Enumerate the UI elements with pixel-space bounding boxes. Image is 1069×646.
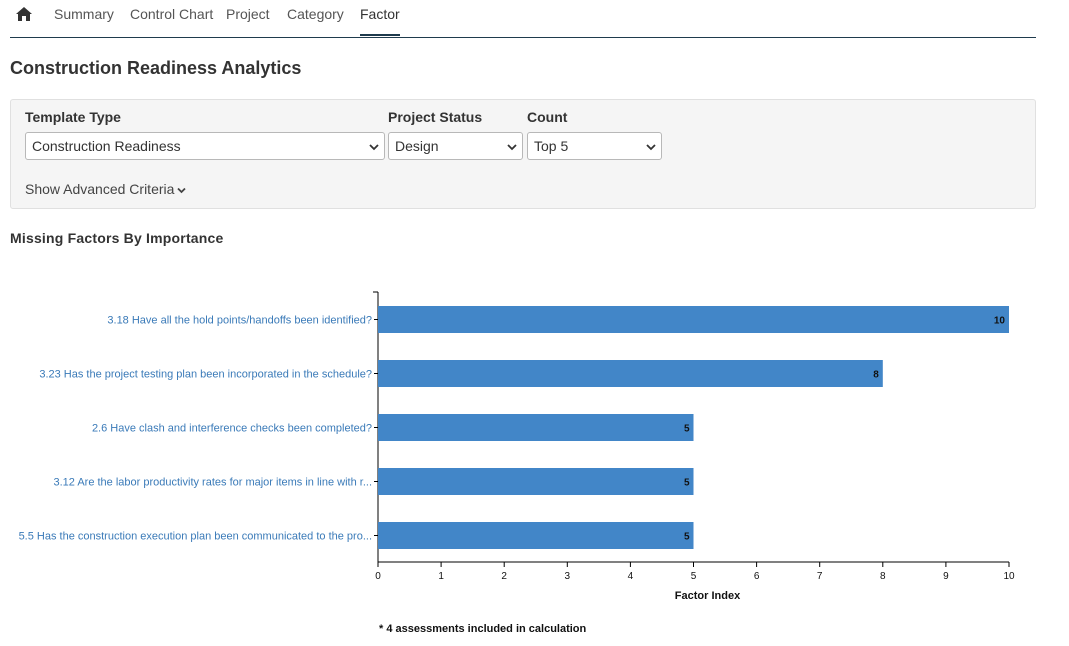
tab-summary[interactable]: Summary: [54, 6, 114, 22]
x-tick-label: 7: [817, 571, 823, 582]
x-axis-title: Factor Index: [675, 590, 741, 602]
template-type-label: Template Type: [25, 109, 121, 125]
data-label: 5: [684, 532, 690, 543]
x-tick-label: 1: [438, 571, 444, 582]
bar: [378, 360, 883, 387]
data-label: 5: [684, 424, 690, 435]
x-tick-label: 4: [628, 571, 634, 582]
show-advanced-criteria-toggle[interactable]: Show Advanced Criteria: [25, 181, 187, 197]
project-status-select[interactable]: Design: [388, 132, 523, 160]
bar: [378, 306, 1009, 333]
project-status-value: Design: [395, 138, 439, 154]
page-title: Construction Readiness Analytics: [10, 58, 302, 78]
bar: [378, 414, 694, 441]
tab-control-chart[interactable]: Control Chart: [130, 6, 214, 22]
category-label: 3.12 Are the labor productivity rates fo…: [53, 477, 372, 489]
footnote: * 4 assessments included in calculation: [379, 623, 587, 635]
home-icon[interactable]: [15, 6, 33, 22]
tab-category[interactable]: Category: [287, 6, 344, 22]
chevron-down-icon: [177, 187, 187, 194]
chevron-down-icon: [507, 144, 517, 151]
x-tick-label: 5: [691, 571, 697, 582]
tab-project[interactable]: Project: [226, 6, 270, 22]
template-type-value: Construction Readiness: [32, 138, 181, 154]
data-label: 8: [873, 370, 879, 381]
template-type-select[interactable]: Construction Readiness: [25, 132, 385, 160]
data-label: 10: [994, 316, 1006, 327]
category-label: 3.18 Have all the hold points/handoffs b…: [107, 315, 372, 327]
chevron-down-icon: [369, 144, 379, 151]
bar: [378, 468, 694, 495]
category-label: 2.6 Have clash and interference checks b…: [92, 423, 372, 435]
x-tick-label: 6: [754, 571, 760, 582]
count-label: Count: [527, 109, 568, 125]
project-status-label: Project Status: [388, 109, 483, 125]
x-tick-label: 8: [880, 571, 886, 582]
count-value: Top 5: [534, 138, 569, 154]
x-tick-label: 9: [943, 571, 949, 582]
chart-section-title: Missing Factors By Importance: [10, 230, 224, 246]
show-advanced-criteria-label: Show Advanced Criteria: [25, 181, 175, 197]
tab-factor[interactable]: Factor: [360, 6, 400, 36]
bar: [378, 522, 694, 549]
x-tick-label: 0: [375, 571, 381, 582]
category-label: 3.23 Has the project testing plan been i…: [39, 369, 372, 381]
chevron-down-icon: [646, 144, 656, 151]
count-select[interactable]: Top 5: [527, 132, 662, 160]
x-tick-label: 2: [501, 571, 507, 582]
category-label: 5.5 Has the construction execution plan …: [19, 531, 372, 543]
x-tick-label: 3: [565, 571, 571, 582]
data-label: 5: [684, 478, 690, 489]
x-tick-label: 10: [1003, 571, 1015, 582]
criteria-panel: Template Type Construction Readiness Pro…: [10, 99, 1036, 209]
top-nav: Summary Control Chart Project Category F…: [10, 0, 1036, 38]
